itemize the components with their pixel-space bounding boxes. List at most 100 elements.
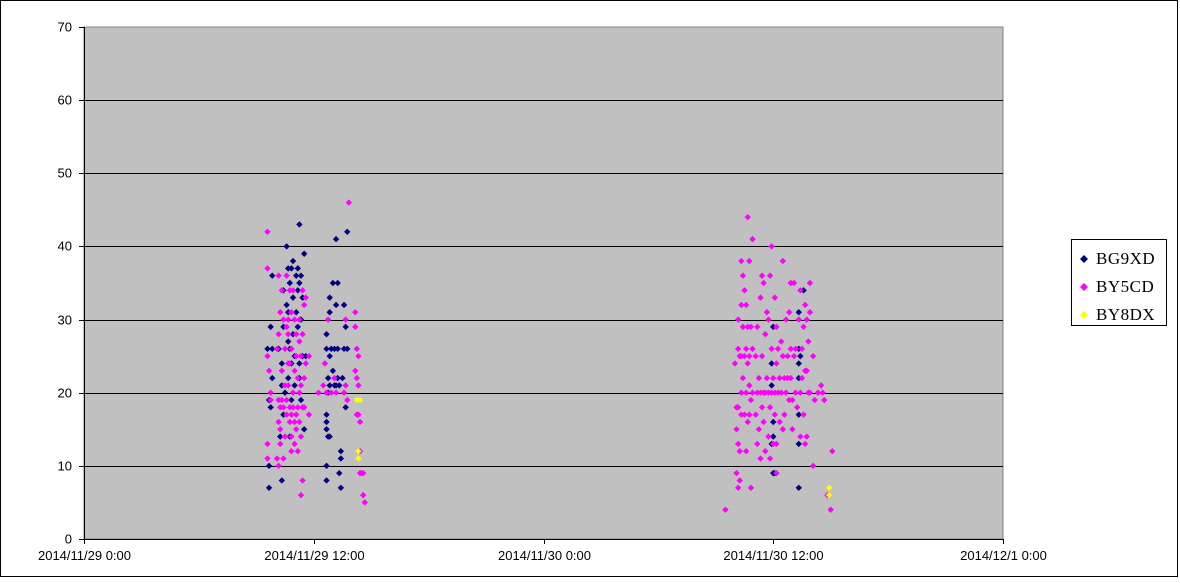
data-point: [768, 345, 775, 353]
data-point: [297, 382, 305, 389]
data-point: [803, 433, 810, 440]
data-point: [749, 389, 756, 396]
data-point: [275, 418, 282, 426]
legend-label: BG9XD: [1096, 249, 1156, 268]
data-point: [778, 389, 785, 396]
legend-item: BY5CD: [1078, 273, 1166, 301]
axes: 0 10 20 30 40 50 60 70 2014/11/29 0:00 2014/11/29…: [38, 20, 1047, 564]
data-point: [278, 360, 286, 367]
data-point: [336, 382, 343, 389]
data-point: [360, 491, 367, 499]
data-point: [803, 367, 810, 374]
data-point: [746, 257, 753, 265]
data-point: [285, 374, 292, 382]
data-point: [288, 433, 295, 440]
data-point: [776, 374, 783, 382]
data-point: [734, 404, 742, 411]
data-point: [766, 455, 774, 462]
data-point: [267, 389, 274, 396]
data-point: [742, 301, 750, 309]
data-point: [300, 250, 308, 257]
data-point: [814, 389, 822, 396]
legend-item: BG9XD: [1078, 245, 1166, 273]
data-point: [747, 323, 755, 331]
data-point: [326, 309, 333, 316]
data-point: [733, 469, 740, 477]
data-point: [294, 265, 301, 272]
y-tick-label: 60: [58, 93, 72, 108]
data-point: [768, 360, 775, 367]
data-point: [356, 418, 364, 426]
data-point: [323, 345, 330, 353]
data-point: [782, 316, 790, 323]
data-point: [288, 411, 295, 418]
data-point: [825, 484, 833, 491]
data-point: [741, 411, 748, 418]
data-point: [289, 294, 297, 301]
data-point: [302, 360, 309, 367]
data-point: [352, 309, 359, 316]
data-point: [762, 448, 769, 455]
data-point: [265, 462, 273, 470]
data-point: [790, 279, 798, 287]
data-point: [742, 345, 750, 353]
data-point: [297, 396, 305, 404]
data-point: [302, 294, 309, 301]
data-point: [773, 323, 780, 331]
x-tick-label: 2014/12/1 0:00: [960, 548, 1047, 563]
data-point: [323, 331, 330, 338]
data-point: [353, 345, 361, 353]
data-point: [742, 448, 750, 455]
data-point: [280, 404, 287, 411]
data-point: [757, 455, 764, 462]
data-point: [342, 323, 349, 331]
legend-label: BY5CD: [1096, 277, 1155, 296]
data-point: [292, 309, 300, 316]
data-point: [744, 360, 751, 367]
data-point: [779, 352, 787, 360]
data-point: [773, 469, 780, 477]
data-point: [766, 404, 774, 411]
data-point: [288, 396, 295, 404]
series-BY5CD: [264, 199, 836, 513]
data-point: [288, 265, 295, 272]
data-point: [297, 352, 305, 360]
data-point: [291, 316, 298, 323]
data-point: [264, 455, 271, 462]
data-point: [323, 462, 330, 470]
legend-item: BY8DX: [1078, 301, 1166, 329]
data-point: [795, 484, 802, 491]
data-point: [758, 352, 766, 360]
data-point: [292, 426, 300, 433]
data-point: [795, 309, 802, 316]
data-point: [786, 309, 793, 316]
plot-area: [83, 26, 1004, 540]
data-point: [283, 301, 290, 309]
data-point: [344, 228, 351, 235]
data-point: [739, 323, 747, 331]
data-point: [827, 506, 834, 513]
data-point: [738, 389, 745, 396]
data-point: [741, 352, 748, 360]
data-point: [344, 396, 351, 404]
legend: BG9XD BY5CD BY8DX: [1071, 239, 1167, 326]
data-point: [291, 382, 298, 389]
data-point: [323, 418, 330, 426]
data-point: [278, 477, 286, 484]
data-point: [296, 316, 303, 323]
data-point: [829, 448, 836, 455]
data-point: [805, 338, 812, 345]
data-point: [289, 389, 297, 396]
data-point: [269, 272, 276, 279]
data-point: [742, 389, 750, 396]
data-point: [296, 221, 303, 228]
data-point: [275, 331, 282, 338]
data-point: [806, 389, 814, 396]
data-point: [294, 448, 301, 455]
data-point: [323, 411, 330, 418]
data-point: [315, 389, 322, 396]
data-point: [286, 360, 294, 367]
data-point: [809, 462, 817, 470]
data-point: [792, 389, 799, 396]
data-point: [789, 426, 796, 433]
